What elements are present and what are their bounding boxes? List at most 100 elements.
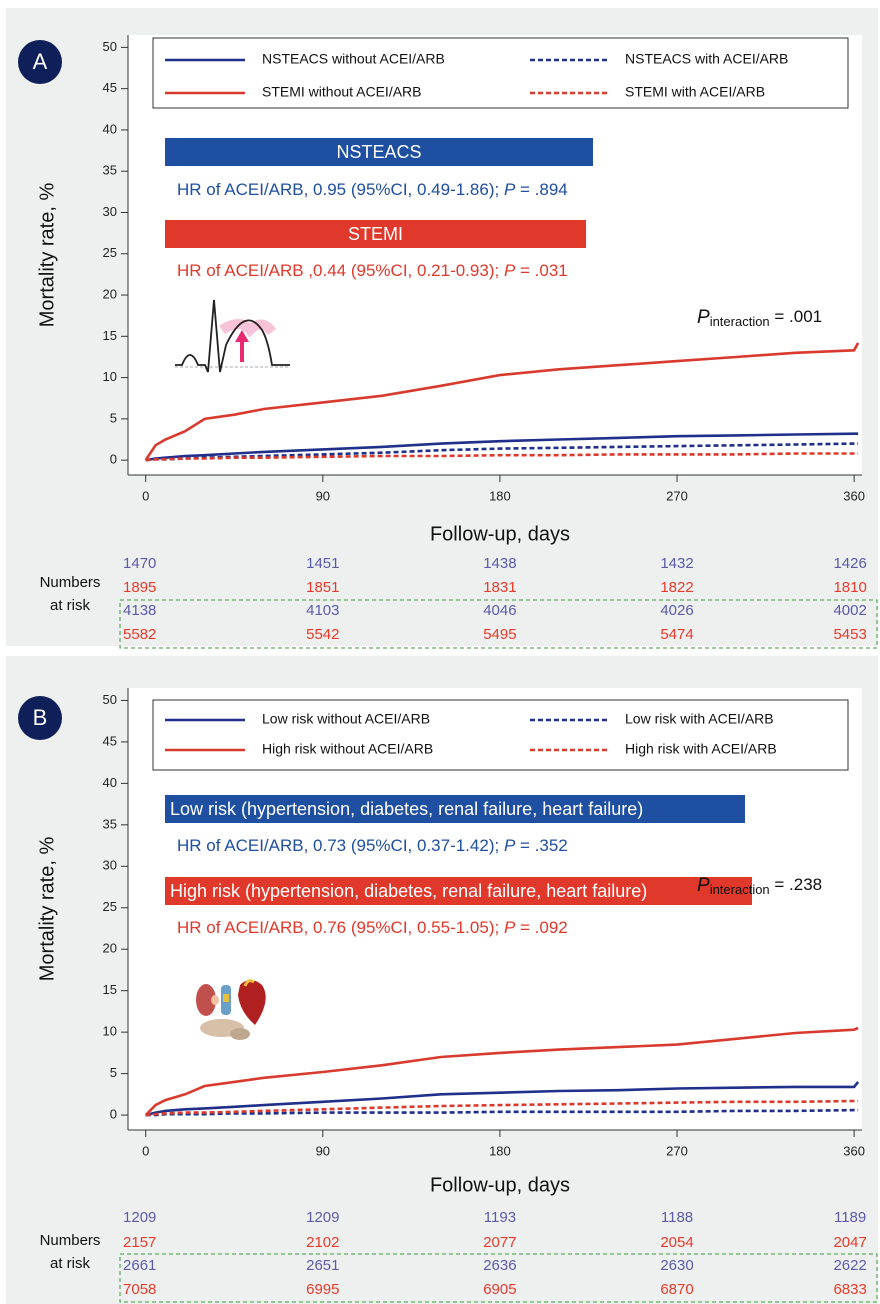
risk-number: 1188 [661,1209,693,1226]
series-line [144,342,860,461]
ecg-icon [175,299,290,373]
risk-number: 1851 [306,579,339,596]
panel-label: B [33,705,48,730]
y-axis-title: Mortality rate, % [36,183,58,328]
series-line [145,432,859,462]
y-tick-label: 30 [103,858,117,873]
y-tick-label: 15 [103,982,117,997]
panel-badge [18,696,62,740]
pi-value: = .001 [770,307,822,326]
legend-label: Low risk with ACEI/ARB [625,711,774,727]
risk-number: 5474 [660,626,693,643]
group-banner [165,220,586,248]
pi-p: P [697,875,710,896]
legend-label: STEMI without ACEI/ARB [262,84,422,100]
x-tick-label: 270 [666,488,688,503]
group-banner [165,795,745,823]
y-tick-label: 40 [103,775,117,790]
risk-number: 2630 [660,1257,693,1274]
x-tick-label: 90 [316,488,330,503]
group-banner [165,138,593,166]
hazard-ratio: HR of ACEI/ARB ,0.44 (95%CI, 0.21-0.93);… [177,261,568,280]
y-tick-label: 10 [103,369,117,384]
risk-number: 4138 [123,602,156,619]
risk-number: 2054 [660,1234,693,1251]
legend-label: High risk with ACEI/ARB [625,741,777,757]
risk-number: 2661 [123,1257,156,1274]
risk-label: at risk [50,597,91,614]
risk-number: 2651 [306,1257,339,1274]
x-tick-label: 270 [666,1143,688,1158]
y-tick-label: 20 [103,286,117,301]
hr-p: P [504,261,516,280]
y-axis-title: Mortality rate, % [36,837,58,982]
hr-text: HR of ACEI/ARB, 0.73 (95%CI, 0.37-1.42); [177,836,504,855]
hr-value: = .894 [515,180,567,199]
y-tick-label: 50 [103,692,117,707]
legend-box [152,37,849,109]
legend-label: NSTEACS without ACEI/ARB [262,51,445,67]
p-interaction: Pinteraction = .001 [697,307,822,329]
hr-p: P [504,836,516,855]
risk-number: 2077 [483,1234,516,1251]
risk-number: 1822 [660,579,693,596]
y-tick-label: 10 [103,1024,117,1039]
panel-label: A [33,49,48,74]
risk-number: 1209 [123,1209,156,1226]
risk-number: 1426 [833,555,866,572]
x-tick-label: 0 [142,488,149,503]
y-tick-label: 35 [103,816,117,831]
y-tick-label: 5 [110,410,117,425]
series-line [145,1099,859,1117]
risk-number: 7058 [123,1281,156,1298]
hazard-ratio: HR of ACEI/ARB, 0.95 (95%CI, 0.49-1.86);… [177,180,568,199]
risk-number: 4046 [483,602,516,619]
x-tick-label: 0 [142,1143,149,1158]
x-tick-label: 180 [489,488,511,503]
risk-number: 1470 [123,555,156,572]
y-tick-label: 0 [110,1107,117,1122]
risk-number: 1193 [484,1209,516,1226]
risk-number: 6905 [483,1281,516,1298]
hr-text: HR of ACEI/ARB ,0.44 (95%CI, 0.21-0.93); [177,261,504,280]
risk-number: 6995 [306,1281,339,1298]
hr-value: = .031 [515,261,567,280]
group-label: STEMI [348,224,403,244]
y-tick-label: 45 [103,733,117,748]
y-tick-label: 25 [103,899,117,914]
risk-number: 2047 [833,1234,866,1251]
pi-value: = .238 [770,875,822,894]
group-banner [165,877,752,905]
pi-p: P [697,307,710,328]
risk-number: 1432 [660,555,693,572]
organs-icon [196,979,266,1040]
pi-sub: interaction [710,882,770,897]
risk-number: 1451 [306,555,339,572]
risk-number: 2636 [483,1257,516,1274]
group-label: NSTEACS [336,142,421,162]
group-label: Low risk (hypertension, diabetes, renal … [170,799,643,819]
x-axis-title: Follow-up, days [430,1174,570,1196]
legend-label: Low risk without ACEI/ARB [262,711,430,727]
y-tick-label: 20 [103,941,117,956]
y-tick-label: 25 [103,245,117,260]
risk-box [119,599,878,649]
risk-label: Numbers [40,1232,101,1249]
risk-number: 5542 [306,626,339,643]
risk-number: 5582 [123,626,156,643]
risk-number: 5495 [483,626,516,643]
x-tick-label: 180 [489,1143,511,1158]
risk-number: 2622 [833,1257,866,1274]
hr-value: = .092 [515,918,567,937]
risk-number: 2102 [306,1234,339,1251]
group-label: High risk (hypertension, diabetes, renal… [170,881,647,901]
risk-label: at risk [50,1255,91,1272]
risk-number: 1189 [834,1209,866,1226]
risk-number: 5453 [833,626,866,643]
series-line [144,1026,859,1117]
risk-number: 1895 [123,579,156,596]
hr-value: = .352 [515,836,567,855]
legend-box [152,699,849,771]
risk-number: 1209 [306,1209,339,1226]
